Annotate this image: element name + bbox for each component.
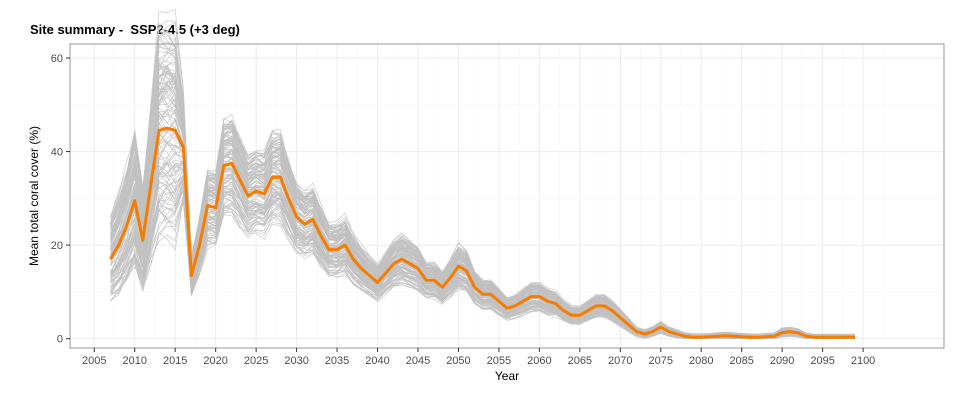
x-tick-label: 2005 <box>82 355 106 367</box>
x-tick-label: 2090 <box>770 355 794 367</box>
y-tick-label: 40 <box>51 147 63 159</box>
x-tick-label: 2025 <box>244 355 268 367</box>
y-tick-label: 0 <box>57 334 63 346</box>
x-tick-label: 2070 <box>608 355 632 367</box>
y-tick-label: 20 <box>51 240 63 252</box>
x-tick-label: 2055 <box>487 355 511 367</box>
x-tick-label: 2085 <box>729 355 753 367</box>
x-tick-label: 2080 <box>689 355 713 367</box>
simulation-line <box>110 164 856 340</box>
x-axis: 2005 2010 2015 2020 2025 2030 2035 2040 2045 2050… <box>82 348 875 367</box>
x-tick-label: 2095 <box>810 355 834 367</box>
x-tick-label: 2050 <box>446 355 470 367</box>
chart-title: Site summary - SSP2-4.5 (+3 deg) <box>30 22 240 37</box>
x-tick-label: 2065 <box>568 355 592 367</box>
simulation-line <box>110 75 856 337</box>
x-tick-label: 2075 <box>649 355 673 367</box>
x-tick-label: 2035 <box>325 355 349 367</box>
x-tick-label: 2015 <box>163 355 187 367</box>
simulation-line <box>110 8 856 336</box>
x-tick-label: 2060 <box>527 355 551 367</box>
x-tick-label: 2100 <box>851 355 875 367</box>
x-tick-label: 2010 <box>122 355 146 367</box>
panel-border <box>69 43 945 349</box>
y-axis: 0 20 40 60 <box>51 53 70 346</box>
x-tick-label: 2020 <box>203 355 227 367</box>
x-tick-label: 2030 <box>284 355 308 367</box>
x-tick-label: 2045 <box>406 355 430 367</box>
mean-line-layer <box>109 126 855 339</box>
y-axis-title: Mean total coral cover (%) <box>27 126 41 266</box>
x-tick-label: 2040 <box>365 355 389 367</box>
mean-line <box>109 126 855 339</box>
simulation-line <box>110 175 855 339</box>
y-tick-label: 60 <box>51 53 63 65</box>
x-axis-title: Year <box>495 369 519 383</box>
